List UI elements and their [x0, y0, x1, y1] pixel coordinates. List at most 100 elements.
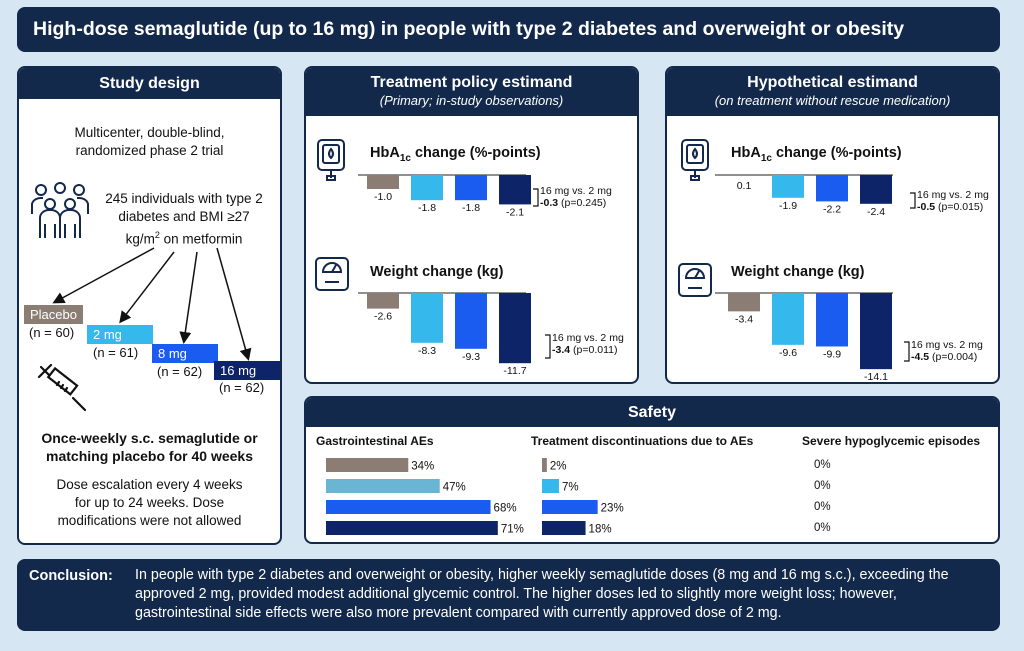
hy-hba1c-title: HbA1c change (%-points)	[731, 145, 902, 164]
tp-hba1c-cmp-line: 16 mg vs. 2 mg	[540, 185, 612, 197]
bar-label-2mg: -1.8	[418, 202, 436, 214]
people-icon	[31, 182, 89, 238]
discontinuation-header: Treatment discontinuations due to AEs	[531, 434, 754, 448]
tp-hba1c-chart: -1.0 -1.8 -1.8 -2.1	[358, 174, 531, 216]
hypothetical-panel: Hypothetical estimand (on treatment with…	[665, 66, 1000, 384]
safety-heading: Safety	[306, 398, 998, 427]
arrow-to-2mg	[119, 251, 175, 324]
hy-hba1c-title-pre: HbA	[731, 145, 761, 161]
gi-ae-chart: 34% 47% 68% 71%	[326, 458, 524, 536]
dose-line-3: modifications were not allowed	[57, 513, 242, 528]
conclusion-text: In people with type 2 diabetes and overw…	[135, 567, 949, 621]
hy-weight-comparison: 16 mg vs. 2 mg -4.5 (p=0.004)	[911, 339, 983, 363]
hy-hba1c-bracket	[910, 192, 916, 209]
bar-label-8mg: -9.9	[823, 348, 841, 360]
treatment-policy-header: Treatment policy estimand (Primary; in-s…	[306, 68, 637, 116]
regimen-description: Once-weekly s.c. semaglutide or matching…	[19, 429, 280, 465]
hy-weight-bracket	[904, 341, 910, 362]
trial-line-1: Multicenter, double-blind,	[74, 125, 225, 140]
regimen-line-1: Once-weekly s.c. semaglutide or	[41, 430, 258, 446]
hypo-value: 0%	[814, 522, 831, 534]
hypo-value: 0%	[814, 459, 831, 471]
bar-label-8mg: -1.8	[462, 202, 480, 214]
hy-weight-cmp-result: -4.5 (p=0.004)	[911, 351, 983, 363]
treatment-policy-heading: Treatment policy estimand	[370, 74, 573, 91]
bar-label-2mg: -8.3	[418, 345, 436, 357]
arm-placebo-label: Placebo	[24, 305, 83, 324]
scale-icon	[315, 257, 349, 291]
bar-label-placebo: -2.6	[374, 311, 392, 323]
bar-label-8mg: -2.2	[823, 203, 841, 215]
population-line-3-rest: on metformin	[159, 231, 243, 247]
arm-placebo-n: (n = 60)	[29, 325, 75, 340]
bar-8mg	[455, 293, 487, 349]
bar-label-16mg: -14.1	[864, 371, 888, 383]
bar-2mg	[411, 293, 443, 343]
hy-weight-cmp-p: (p=0.004)	[929, 351, 978, 363]
scale-icon	[678, 263, 712, 297]
bar-placebo	[542, 458, 547, 472]
tp-hba1c-cmp-result: -0.3 (p=0.245)	[540, 197, 612, 209]
bar-8mg	[326, 500, 491, 514]
tp-hba1c-title-pre: HbA	[370, 145, 400, 161]
bar-2mg	[542, 479, 559, 493]
bar-label-16mg: -2.4	[867, 206, 885, 216]
tp-hba1c-cmp-p: (p=0.245)	[558, 197, 607, 209]
hy-hba1c-cmp-diff: -0.5	[917, 201, 936, 213]
bar-2mg	[326, 479, 440, 493]
hy-hba1c-cmp-result: -0.5 (p=0.015)	[917, 201, 989, 213]
glucose-meter-icon	[317, 139, 345, 181]
bar-label-placebo: 2%	[550, 461, 567, 473]
bar-16mg	[499, 293, 531, 364]
bar-placebo	[728, 293, 760, 312]
bar-label-16mg: 18%	[589, 524, 612, 536]
arm-8mg-n: (n = 62)	[157, 364, 203, 379]
trial-description: Multicenter, double-blind, randomized ph…	[19, 124, 280, 160]
bar-label-placebo: -3.4	[735, 313, 753, 325]
arrow-to-16mg	[216, 247, 252, 361]
bar-label-16mg: -2.1	[506, 206, 524, 216]
discontinuation-chart: 2% 7% 23% 18%	[542, 458, 624, 536]
bar-16mg	[326, 521, 498, 535]
hy-weight-cmp-line: 16 mg vs. 2 mg	[911, 339, 983, 351]
tp-weight-comparison: 16 mg vs. 2 mg -3.4 (p=0.011)	[552, 332, 624, 356]
tp-weight-cmp-p: (p=0.011)	[570, 344, 618, 356]
tp-weight-title: Weight change (kg)	[370, 264, 504, 280]
page-title: High-dose semaglutide (up to 16 mg) in p…	[17, 7, 1000, 52]
hy-hba1c-cmp-p: (p=0.015)	[935, 201, 984, 213]
bar-label-placebo: 34%	[411, 461, 434, 473]
tp-hba1c-bracket	[533, 188, 539, 207]
hy-hba1c-title-sub: 1c	[760, 152, 772, 164]
bar-label-2mg: 47%	[443, 482, 466, 494]
conclusion-label: Conclusion:	[29, 568, 113, 584]
bar-label-8mg: -9.3	[462, 351, 480, 363]
dose-escalation-description: Dose escalation every 4 weeks for up to …	[19, 476, 280, 530]
bar-16mg	[499, 175, 531, 205]
gi-ae-header: Gastrointestinal AEs	[316, 434, 434, 448]
hy-hba1c-chart: 0.1 -1.9 -2.2 -2.4	[715, 174, 893, 216]
trial-line-2: randomized phase 2 trial	[75, 143, 224, 158]
treatment-policy-panel: Treatment policy estimand (Primary; in-s…	[304, 66, 639, 384]
conclusion-box: Conclusion: In people with type 2 diabet…	[17, 559, 1000, 631]
bar-label-8mg: 23%	[601, 503, 624, 515]
population-unit-sup: 2	[154, 230, 160, 240]
bar-16mg	[860, 293, 892, 370]
population-line-2: diabetes and BMI ≥27	[118, 209, 250, 224]
arm-16mg-label: 16 mg	[214, 361, 280, 380]
arm-16mg-n: (n = 62)	[219, 380, 265, 395]
bar-label-placebo: 0.1	[737, 180, 752, 192]
population-unit: kg/m	[125, 231, 155, 247]
hypo-value: 0%	[814, 501, 831, 513]
bar-placebo	[367, 175, 399, 189]
treatment-policy-subheading: (Primary; in-study observations)	[379, 93, 564, 108]
hypothetical-header: Hypothetical estimand (on treatment with…	[667, 68, 998, 116]
regimen-line-2: matching placebo for 40 weeks	[46, 448, 253, 464]
population-line-1: 245 individuals with type 2	[105, 191, 263, 206]
bar-8mg	[542, 500, 598, 514]
bar-placebo	[367, 293, 399, 309]
bar-16mg	[860, 175, 892, 204]
bar-label-16mg: 71%	[501, 524, 524, 536]
bar-label-16mg: -11.7	[503, 365, 526, 376]
bar-8mg	[816, 293, 848, 347]
hypoglycemia-header: Severe hypoglycemic episodes	[802, 434, 981, 448]
